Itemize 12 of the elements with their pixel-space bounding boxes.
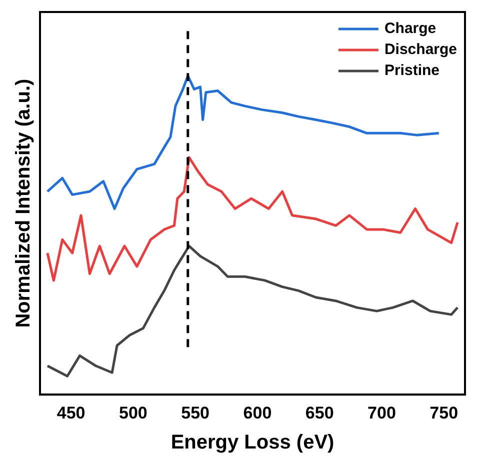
y-axis-title: Normalized Intensity (a.u.) xyxy=(12,78,35,328)
x-tick-label: 750 xyxy=(430,403,458,422)
x-tick-label: 700 xyxy=(368,403,396,422)
legend-label: Discharge xyxy=(384,41,458,58)
x-tick-label: 550 xyxy=(181,403,210,422)
x-tick-label: 500 xyxy=(119,403,148,422)
legend-label: Charge xyxy=(384,20,436,38)
x-axis-title: Energy Loss (eV) xyxy=(170,432,334,454)
x-tick-label: 450 xyxy=(56,403,86,422)
x-tick-label: 650 xyxy=(305,403,334,422)
x-tick-label: 600 xyxy=(243,403,272,422)
legend-label: Pristine xyxy=(384,62,440,80)
